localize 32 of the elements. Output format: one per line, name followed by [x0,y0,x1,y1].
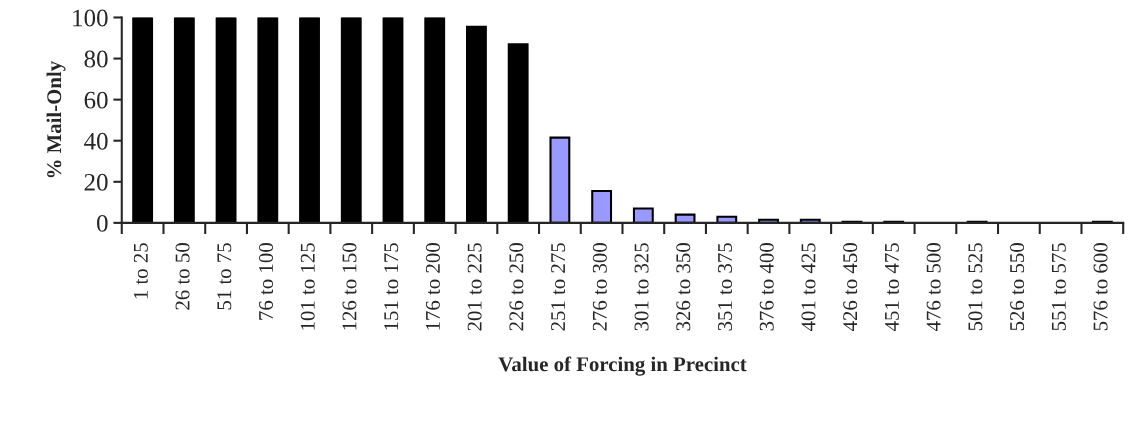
x-tick-label: 526 to 550 [1010,243,1025,331]
y-axis-title: % Mail-Only [46,61,66,178]
x-tick-label: 26 to 50 [175,243,190,310]
x-tick-label: 501 to 525 [968,243,983,331]
x-tick-label: 201 to 225 [467,243,482,331]
x-tick-label: 476 to 500 [926,243,941,332]
x-axis-title: Value of Forcing in Precinct [498,356,747,376]
x-tick-label: 551 to 575 [1051,243,1066,331]
x-tick-label: 126 to 150 [342,243,357,330]
x-tick-label: 376 to 400 [759,243,774,331]
x-tick-label: 251 to 275 [551,243,566,331]
y-tick-label: 100 [73,9,108,27]
x-tick-label: 426 to 450 [843,243,858,332]
x-tick-label: 176 to 200 [425,243,440,330]
x-tick-label: 326 to 350 [676,243,691,331]
x-tick-label: 276 to 300 [592,243,607,331]
x-tick-label: 101 to 125 [300,243,315,330]
x-tick-label: 351 to 375 [718,243,733,331]
x-tick-label: 151 to 175 [384,243,399,330]
x-tick-label: 226 to 250 [509,243,524,331]
x-tick-label: 401 to 425 [801,243,816,332]
y-tick-label: 40 [84,132,108,150]
x-tick-label: 51 to 75 [217,243,232,310]
y-tick-label: 20 [84,173,108,191]
x-tick-label: 301 to 325 [634,243,649,331]
x-tick-label: 451 to 475 [884,243,899,332]
y-tick-label: 0 [97,214,108,232]
x-tick-label: 76 to 100 [258,243,274,320]
y-tick-label: 60 [84,91,108,109]
x-tick-label: 576 to 600 [1093,243,1108,331]
x-tick-label: 1 to 25 [133,243,148,299]
y-tick-label: 80 [84,50,108,68]
